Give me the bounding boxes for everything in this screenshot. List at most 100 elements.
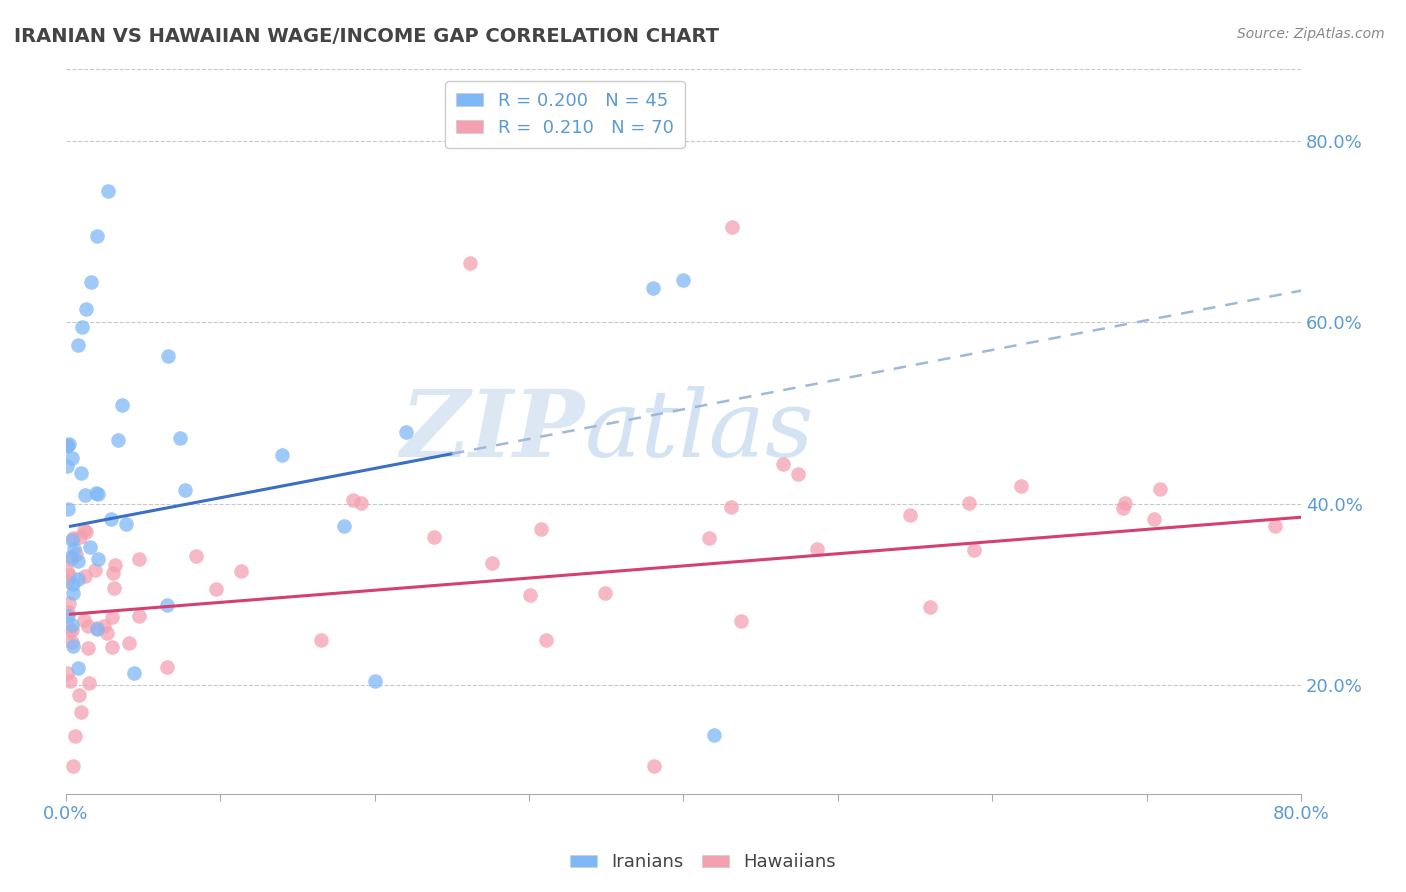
Point bbox=[643, 759, 665, 773]
Point bbox=[96, 626, 118, 640]
Point bbox=[62, 635, 84, 649]
Point bbox=[115, 517, 138, 532]
Point bbox=[157, 349, 180, 363]
Point bbox=[128, 609, 150, 624]
Point bbox=[73, 569, 96, 583]
Point bbox=[311, 633, 333, 648]
Point bbox=[672, 273, 695, 287]
Point bbox=[56, 666, 79, 681]
Point bbox=[271, 449, 294, 463]
Point bbox=[156, 660, 179, 674]
Point bbox=[1011, 479, 1033, 493]
Point bbox=[67, 688, 90, 702]
Point bbox=[59, 673, 82, 688]
Point bbox=[62, 623, 84, 637]
Point bbox=[787, 467, 810, 481]
Point bbox=[58, 596, 80, 610]
Point bbox=[101, 566, 124, 580]
Point bbox=[73, 613, 96, 627]
Point bbox=[56, 564, 79, 578]
Point bbox=[77, 676, 100, 690]
Point bbox=[62, 639, 84, 653]
Point bbox=[104, 558, 127, 572]
Point bbox=[62, 759, 84, 773]
Point bbox=[156, 598, 179, 612]
Point bbox=[128, 552, 150, 566]
Point bbox=[56, 458, 79, 473]
Point bbox=[721, 220, 744, 235]
Point bbox=[898, 508, 921, 522]
Point bbox=[1149, 482, 1171, 496]
Point bbox=[77, 618, 100, 632]
Point bbox=[519, 588, 541, 602]
Point bbox=[481, 556, 503, 570]
Point bbox=[69, 705, 91, 719]
Point bbox=[349, 496, 371, 510]
Point bbox=[122, 666, 145, 681]
Point bbox=[77, 641, 100, 656]
Point bbox=[184, 549, 207, 563]
Point bbox=[58, 568, 80, 582]
Point bbox=[772, 457, 794, 471]
Point bbox=[83, 563, 105, 577]
Point bbox=[697, 531, 720, 545]
Point bbox=[62, 576, 84, 591]
Point bbox=[957, 496, 980, 510]
Point bbox=[342, 493, 364, 508]
Point bbox=[101, 640, 124, 654]
Point bbox=[173, 483, 195, 497]
Point bbox=[69, 530, 91, 544]
Point bbox=[703, 728, 725, 742]
Point bbox=[56, 501, 79, 516]
Point bbox=[66, 661, 89, 675]
Point bbox=[530, 522, 553, 536]
Point bbox=[107, 434, 129, 448]
Point bbox=[65, 730, 87, 744]
Point bbox=[56, 439, 79, 453]
Point bbox=[963, 543, 986, 558]
Point bbox=[720, 500, 742, 514]
Legend: Iranians, Hawaiians: Iranians, Hawaiians bbox=[562, 847, 844, 879]
Point bbox=[458, 256, 481, 270]
Point bbox=[87, 486, 110, 500]
Point bbox=[93, 619, 115, 633]
Text: Source: ZipAtlas.com: Source: ZipAtlas.com bbox=[1237, 27, 1385, 41]
Point bbox=[56, 438, 79, 452]
Point bbox=[97, 184, 120, 198]
Point bbox=[60, 617, 83, 632]
Point bbox=[60, 533, 83, 548]
Point bbox=[1264, 518, 1286, 533]
Text: atlas: atlas bbox=[585, 386, 814, 476]
Point bbox=[229, 564, 252, 578]
Point bbox=[111, 398, 134, 412]
Point bbox=[103, 581, 125, 595]
Point bbox=[423, 530, 446, 544]
Point bbox=[86, 552, 108, 566]
Point bbox=[80, 275, 103, 289]
Point bbox=[205, 582, 228, 596]
Point bbox=[62, 586, 84, 600]
Point bbox=[363, 673, 385, 688]
Point bbox=[86, 229, 108, 244]
Point bbox=[58, 625, 80, 640]
Point bbox=[66, 572, 89, 586]
Point bbox=[806, 542, 828, 557]
Point bbox=[59, 551, 82, 566]
Point bbox=[169, 431, 191, 445]
Point bbox=[100, 512, 122, 526]
Point bbox=[75, 525, 97, 540]
Point bbox=[641, 281, 664, 295]
Text: IRANIAN VS HAWAIIAN WAGE/INCOME GAP CORRELATION CHART: IRANIAN VS HAWAIIAN WAGE/INCOME GAP CORR… bbox=[14, 27, 718, 45]
Point bbox=[86, 622, 108, 636]
Legend: R = 0.200   N = 45, R =  0.210   N = 70: R = 0.200 N = 45, R = 0.210 N = 70 bbox=[446, 81, 685, 148]
Point bbox=[730, 614, 752, 628]
Point bbox=[62, 531, 84, 545]
Point bbox=[63, 542, 86, 557]
Point bbox=[593, 586, 616, 600]
Point bbox=[56, 574, 79, 588]
Point bbox=[100, 609, 122, 624]
Point bbox=[65, 547, 87, 561]
Point bbox=[58, 436, 80, 450]
Point bbox=[1114, 495, 1136, 509]
Point bbox=[918, 599, 941, 614]
